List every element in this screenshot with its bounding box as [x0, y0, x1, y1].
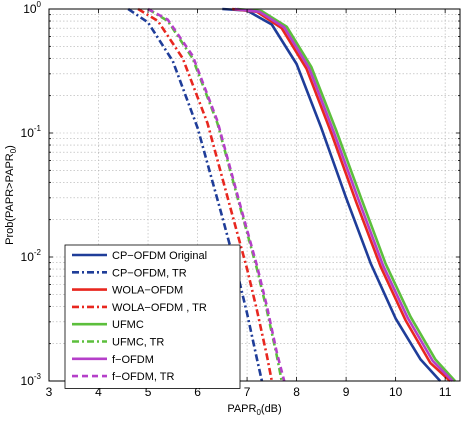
legend: CP−OFDM Original CP−OFDM, TR WOLA−OFDM WOLA… — [64, 244, 241, 389]
x-tick-label: 8 — [293, 385, 300, 399]
x-axis-title-main: PAPR — [227, 403, 256, 415]
y-tick-base: 10 — [21, 374, 35, 388]
legend-box — [64, 244, 241, 389]
x-axis-title: PAPR0(dB) — [227, 403, 281, 417]
y-tick-label: 10-2 — [21, 248, 42, 264]
legend-label: WOLA−OFDM — [112, 285, 183, 297]
y-axis-title-sub: 0 — [9, 148, 18, 153]
series-line — [237, 7, 456, 382]
y-tick-base: 10 — [23, 2, 37, 16]
y-tick-label: 10-1 — [21, 124, 42, 140]
x-tick-label: 4 — [95, 385, 102, 399]
legend-label: UFMC — [112, 319, 144, 331]
y-tick-exponent: -2 — [34, 248, 42, 257]
x-tick-label: 5 — [145, 385, 152, 399]
y-axis-title-prefix: Prob(PAPR>PAPR — [4, 153, 16, 245]
x-axis-title-sub: 0 — [256, 408, 261, 417]
y-tick-base: 10 — [21, 126, 35, 140]
series-line — [222, 7, 442, 382]
y-tick-base: 10 — [21, 250, 35, 264]
y-tick-exponent: -1 — [34, 124, 42, 133]
x-tick-label: 3 — [46, 385, 53, 399]
series-line — [232, 7, 451, 382]
y-tick-exponent: -3 — [34, 372, 42, 381]
y-tick-label: 100 — [23, 0, 41, 16]
y-axis-title-suffix: ) — [4, 145, 16, 149]
x-tick-label: 10 — [389, 385, 403, 399]
series-line — [137, 7, 274, 382]
y-tick-label: 10-3 — [21, 372, 42, 388]
x-axis-title-unit: (dB) — [261, 403, 282, 415]
series-line — [127, 7, 264, 382]
y-axis-title: Prob(PAPR>PAPR0) — [4, 145, 18, 245]
legend-label: WOLA−OFDM , TR — [112, 302, 207, 314]
legend-label: CP−OFDM, TR — [112, 267, 187, 279]
legend-label: f−OFDM — [112, 354, 154, 366]
x-tick-label: 11 — [439, 385, 452, 399]
legend-label: CP−OFDM Original — [112, 250, 207, 262]
series-line — [147, 7, 286, 382]
x-tick-label: 6 — [194, 385, 201, 399]
curves — [127, 7, 456, 382]
plot-frame — [48, 8, 461, 382]
y-tick-exponent: 0 — [37, 0, 42, 9]
x-tick-label: 7 — [244, 385, 251, 399]
series-line — [234, 7, 454, 382]
legend-label: UFMC, TR — [112, 337, 164, 349]
x-tick-label: 9 — [343, 385, 350, 399]
legend-label: f−OFDM, TR — [112, 371, 174, 383]
